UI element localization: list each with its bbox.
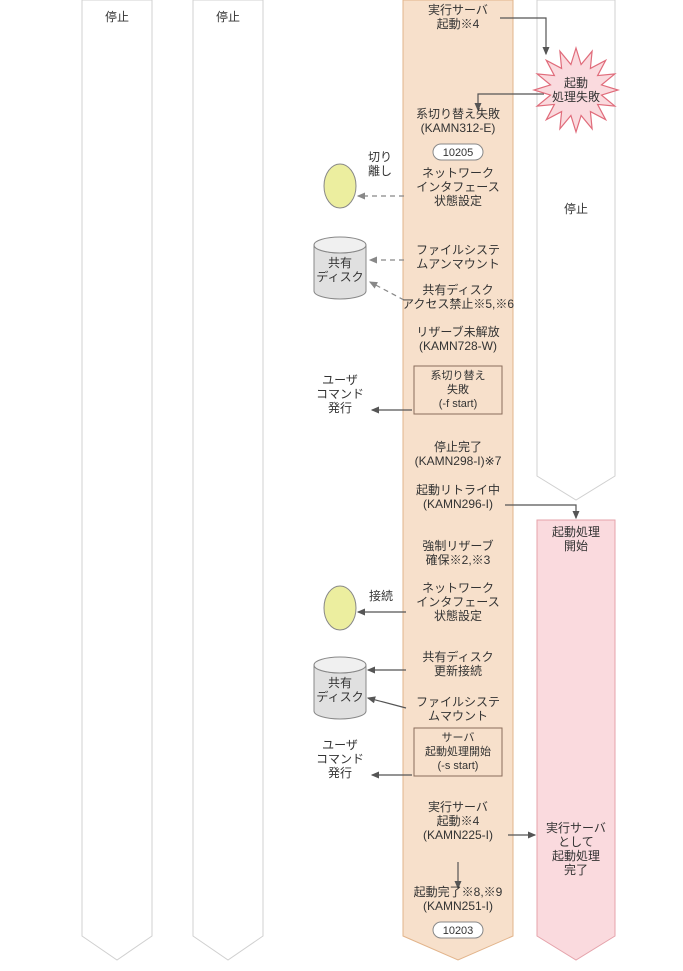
t-fs-unmount-l1: ムアンマウント	[416, 257, 500, 271]
t-disk-upd-l1: 更新接続	[434, 663, 482, 678]
t-force-reserve-l1: 確保※2,※3	[426, 552, 491, 567]
t-net-if2-l2: 状態設定	[434, 608, 482, 623]
network-ellipse-0	[324, 164, 356, 208]
box-switch-fail-line-1: 失敗	[447, 382, 469, 396]
t-switch-fail-l0: 系切り替え失敗	[416, 106, 500, 121]
box-server-start-line-0: サーバ	[442, 731, 475, 744]
t-start-done-l0: 起動完了※8,※9	[414, 884, 503, 899]
t-lane4-done-l3: 完了	[564, 862, 588, 877]
disk-top-0	[314, 237, 366, 253]
t-usercmd2-l2: 発行	[328, 766, 352, 780]
t-exec-start-l1: 起動※4	[437, 17, 480, 31]
arrow-deny-to-disk	[370, 282, 404, 300]
t-net-if1-l0: ネットワーク	[422, 166, 494, 180]
lane-lane2	[193, 0, 263, 960]
disk-label2-1: ディスク	[316, 689, 363, 704]
t-usercmd2-l1: コマンド	[316, 752, 364, 766]
t-exec-start2-l0: 実行サーバ	[428, 799, 488, 814]
t-retry-l0: 起動リトライ中	[416, 482, 500, 497]
t-exec-start2-l1: 起動※4	[437, 814, 480, 828]
lane-lane4_top-label: 停止	[564, 201, 588, 216]
t-reserve-l1: (KAMN728-W)	[419, 339, 497, 353]
lane-lane2-label: 停止	[216, 9, 240, 24]
t-stop-done-l0: 停止完了	[434, 439, 482, 454]
lane-lane1	[82, 0, 152, 960]
disk-label2-0: ディスク	[316, 269, 363, 284]
starburst-line-0: 起動	[564, 76, 588, 90]
box-server-start-line-2: (-s start)	[438, 760, 479, 772]
t-usercmd1-l1: コマンド	[316, 387, 364, 401]
arrow-retry-to-lane4start	[505, 505, 576, 518]
box-switch-fail-line-2: (-f start)	[439, 398, 478, 410]
t-connect-l0: 接続	[369, 588, 393, 603]
t-stop-done-l1: (KAMN298-I)※7	[415, 454, 502, 468]
t-start-done-l1: (KAMN251-I)	[423, 899, 493, 913]
t-usercmd2-l0: ユーザ	[322, 738, 358, 752]
t-net-if2-l1: インタフェース	[416, 595, 499, 609]
box-switch-fail-line-0: 系切り替え	[431, 368, 486, 382]
t-lane4-done-l1: として	[558, 835, 594, 849]
t-cut-l0: 切り	[368, 150, 392, 164]
arrow-fsmount-to-disk	[368, 698, 406, 708]
pill-10205-text: 10205	[443, 147, 474, 159]
t-switch-fail-l1: (KAMN312-E)	[421, 121, 496, 135]
t-exec-start2-l2: (KAMN225-I)	[423, 828, 493, 842]
t-usercmd1-l0: ユーザ	[322, 373, 358, 387]
t-net-if2-l0: ネットワーク	[422, 581, 494, 595]
t-fs-mount-l1: ムマウント	[428, 709, 488, 723]
starburst-line-1: 処理失敗	[552, 89, 600, 104]
t-lane4-start-l0: 起動処理	[552, 525, 600, 539]
lane-lane4_bot	[537, 520, 615, 960]
t-net-if1-l2: 状態設定	[434, 193, 482, 208]
t-fs-mount-l0: ファイルシステ	[416, 695, 500, 709]
t-disk-deny-l0: 共有ディスク	[422, 282, 493, 297]
t-usercmd1-l2: 発行	[328, 401, 352, 415]
t-lane4-start-l1: 開始	[564, 539, 588, 553]
t-force-reserve-l0: 強制リザーブ	[422, 538, 493, 553]
disk-top-1	[314, 657, 366, 673]
t-cut-l1: 離し	[368, 164, 392, 178]
pill-10203-text: 10203	[443, 925, 474, 937]
box-server-start-line-1: 起動処理開始	[425, 744, 491, 758]
lane-lane1-label: 停止	[105, 9, 129, 24]
t-disk-upd-l0: 共有ディスク	[422, 649, 493, 664]
network-ellipse-1	[324, 586, 356, 630]
diagram-root: 停止停止停止起動処理失敗共有ディスク共有ディスク系切り替え失敗(-f start…	[0, 0, 683, 971]
t-exec-start-l0: 実行サーバ	[428, 2, 488, 17]
t-retry-l1: (KAMN296-I)	[423, 497, 493, 511]
t-disk-deny-l1: アクセス禁止※5,※6	[402, 297, 514, 311]
t-lane4-done-l2: 起動処理	[552, 849, 600, 863]
t-fs-unmount-l0: ファイルシステ	[416, 243, 500, 257]
t-net-if1-l1: インタフェース	[416, 180, 499, 194]
t-lane4-done-l0: 実行サーバ	[546, 820, 606, 835]
t-reserve-l0: リザーブ未解放	[416, 324, 499, 339]
disk-label1-0: 共有	[328, 256, 352, 270]
disk-label1-1: 共有	[328, 676, 352, 690]
